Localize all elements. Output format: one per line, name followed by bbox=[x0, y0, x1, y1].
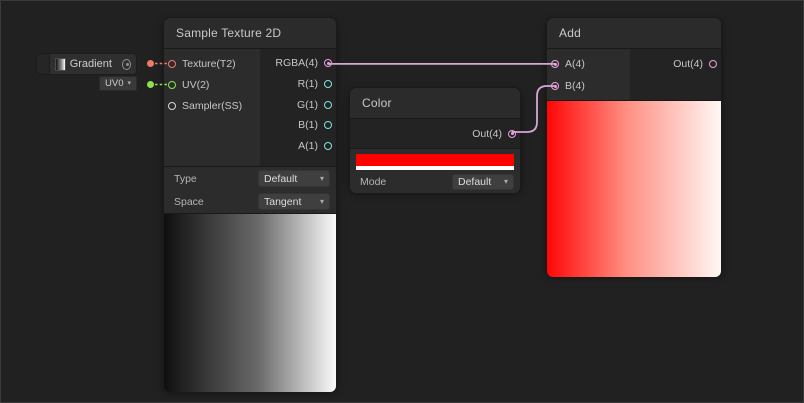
port-texture-t2[interactable] bbox=[168, 59, 176, 68]
node-add[interactable]: Add A(4) B(4) Out(4) bbox=[546, 17, 722, 277]
uv-channel-selector[interactable]: UV0 ▾ bbox=[99, 76, 137, 91]
port-label: G(1) bbox=[297, 98, 318, 111]
color-field[interactable] bbox=[350, 149, 520, 170]
port-label: A(4) bbox=[565, 58, 585, 70]
port-label: B(1) bbox=[298, 119, 318, 132]
chevron-down-icon: ▾ bbox=[319, 173, 324, 183]
node-sample-texture-2d[interactable]: Sample Texture 2D Texture(T2) UV(2) Samp… bbox=[163, 17, 337, 392]
dropdown-value: Default bbox=[458, 176, 492, 188]
chevron-down-icon: ▾ bbox=[127, 80, 131, 87]
input-column: Texture(T2) UV(2) Sampler(SS) bbox=[164, 49, 260, 166]
node-color[interactable]: Color Out(4) Mode Default ▾ bbox=[349, 87, 521, 193]
node-preview-gradient bbox=[164, 214, 336, 392]
mode-dropdown[interactable]: Default ▾ bbox=[452, 174, 514, 190]
port-color-out4[interactable] bbox=[508, 129, 516, 138]
gradient-property-node[interactable]: Gradient bbox=[36, 53, 137, 75]
control-label: Mode bbox=[360, 176, 387, 188]
port-add-b4[interactable] bbox=[551, 82, 559, 90]
input-column: A(4) B(4) bbox=[547, 49, 630, 100]
output-column: Out(4) bbox=[630, 49, 721, 100]
port-label: UV(2) bbox=[182, 78, 210, 91]
port-label: Texture(T2) bbox=[182, 57, 236, 70]
port-add-a4[interactable] bbox=[551, 60, 559, 68]
port-label: B(4) bbox=[565, 80, 585, 92]
port-sampler-ss[interactable] bbox=[168, 101, 176, 110]
dropdown-value: Tangent bbox=[264, 195, 302, 208]
color-swatch bbox=[356, 154, 514, 166]
port-section: Texture(T2) UV(2) Sampler(SS) RGBA(4) R(… bbox=[164, 49, 336, 167]
control-label: Type bbox=[174, 172, 197, 185]
uv-channel-value: UV0 bbox=[105, 78, 124, 89]
port-r1[interactable] bbox=[324, 80, 332, 89]
dropdown-value: Default bbox=[264, 172, 298, 185]
port-b1[interactable] bbox=[324, 121, 332, 130]
chevron-down-icon: ▾ bbox=[319, 196, 324, 206]
port-label: A(1) bbox=[298, 140, 318, 153]
alpha-bar bbox=[356, 166, 514, 170]
port-uv2[interactable] bbox=[168, 80, 176, 89]
gradient-stub-dot bbox=[147, 60, 154, 67]
port-add-out4[interactable] bbox=[709, 60, 717, 68]
node-preview-red-gradient bbox=[547, 101, 721, 277]
property-tab bbox=[36, 53, 49, 75]
node-title: Add bbox=[547, 18, 721, 49]
node-title: Color bbox=[350, 88, 520, 119]
port-rgba4[interactable] bbox=[324, 59, 332, 68]
chevron-down-icon: ▾ bbox=[503, 177, 508, 186]
port-section: Out(4) bbox=[350, 119, 520, 149]
port-g1[interactable] bbox=[324, 100, 332, 109]
port-a1[interactable] bbox=[324, 142, 332, 151]
exposed-indicator-icon bbox=[121, 58, 131, 70]
port-label: RGBA(4) bbox=[275, 57, 318, 70]
port-section: A(4) B(4) Out(4) bbox=[547, 49, 721, 101]
node-controls: Type Default ▾ Space Tangent ▾ bbox=[164, 167, 336, 214]
property-label: Gradient bbox=[69, 58, 112, 70]
port-label: Out(4) bbox=[673, 58, 703, 70]
port-label: R(1) bbox=[297, 78, 318, 91]
uv0-stub-dot bbox=[147, 81, 154, 88]
type-dropdown[interactable]: Default ▾ bbox=[258, 170, 330, 187]
port-label: Sampler(SS) bbox=[182, 99, 243, 112]
output-column: RGBA(4) R(1) G(1) B(1) A(1) bbox=[260, 49, 336, 166]
gradient-thumbnail-icon bbox=[55, 57, 66, 71]
port-label: Out(4) bbox=[472, 127, 502, 140]
control-label: Space bbox=[174, 195, 204, 208]
node-title: Sample Texture 2D bbox=[164, 18, 336, 49]
space-dropdown[interactable]: Tangent ▾ bbox=[258, 193, 330, 210]
